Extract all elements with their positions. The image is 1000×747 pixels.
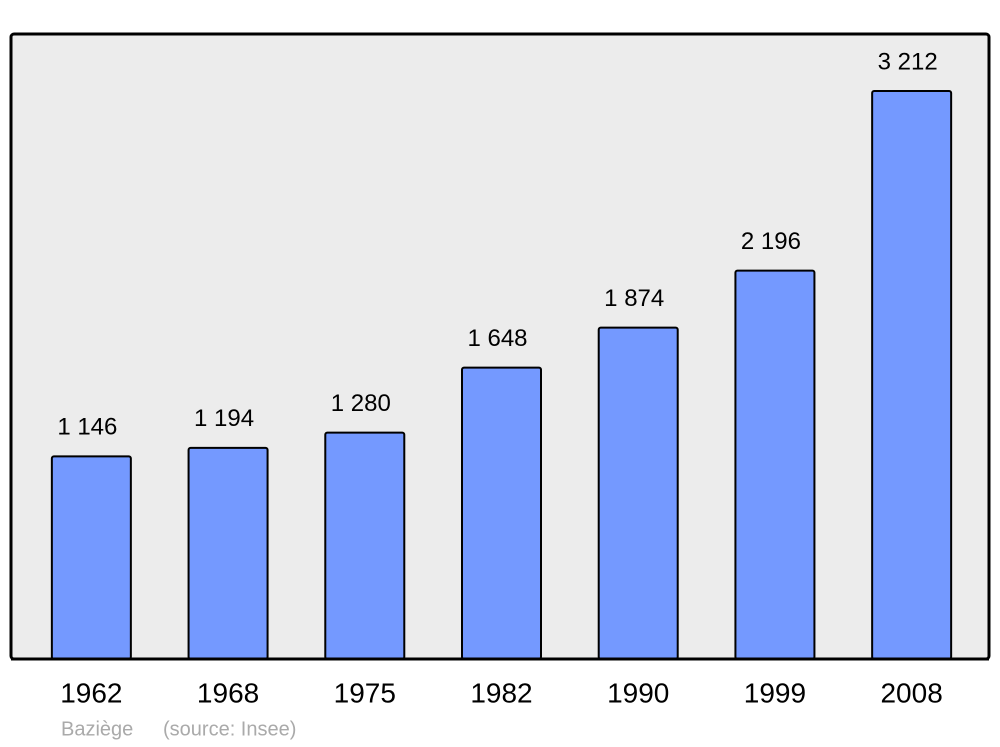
value-label: 1 648 bbox=[467, 325, 527, 352]
value-label: 1 146 bbox=[57, 414, 117, 441]
x-tick-label: 1962 bbox=[60, 677, 122, 708]
value-label: 1 194 bbox=[194, 405, 254, 432]
place-label: Baziège bbox=[61, 718, 133, 740]
bar bbox=[597, 326, 679, 660]
bar bbox=[871, 90, 953, 660]
value-label: 1 280 bbox=[331, 390, 391, 417]
x-tick-label: 1990 bbox=[607, 677, 669, 708]
x-tick-label: 1975 bbox=[334, 677, 396, 708]
bar bbox=[324, 431, 406, 660]
bar bbox=[461, 366, 542, 660]
source-label: (source: Insee) bbox=[163, 718, 296, 740]
x-tick-label: 1982 bbox=[470, 677, 532, 708]
bar bbox=[734, 269, 816, 660]
x-tick-label: 2008 bbox=[880, 677, 942, 708]
value-label: 3 212 bbox=[878, 48, 938, 75]
x-tick-label: 1968 bbox=[197, 677, 259, 708]
value-label: 1 874 bbox=[604, 285, 664, 312]
value-label: 2 196 bbox=[741, 228, 801, 255]
bar bbox=[187, 446, 269, 660]
x-tick-label: 1999 bbox=[744, 677, 806, 708]
bar bbox=[50, 455, 132, 661]
